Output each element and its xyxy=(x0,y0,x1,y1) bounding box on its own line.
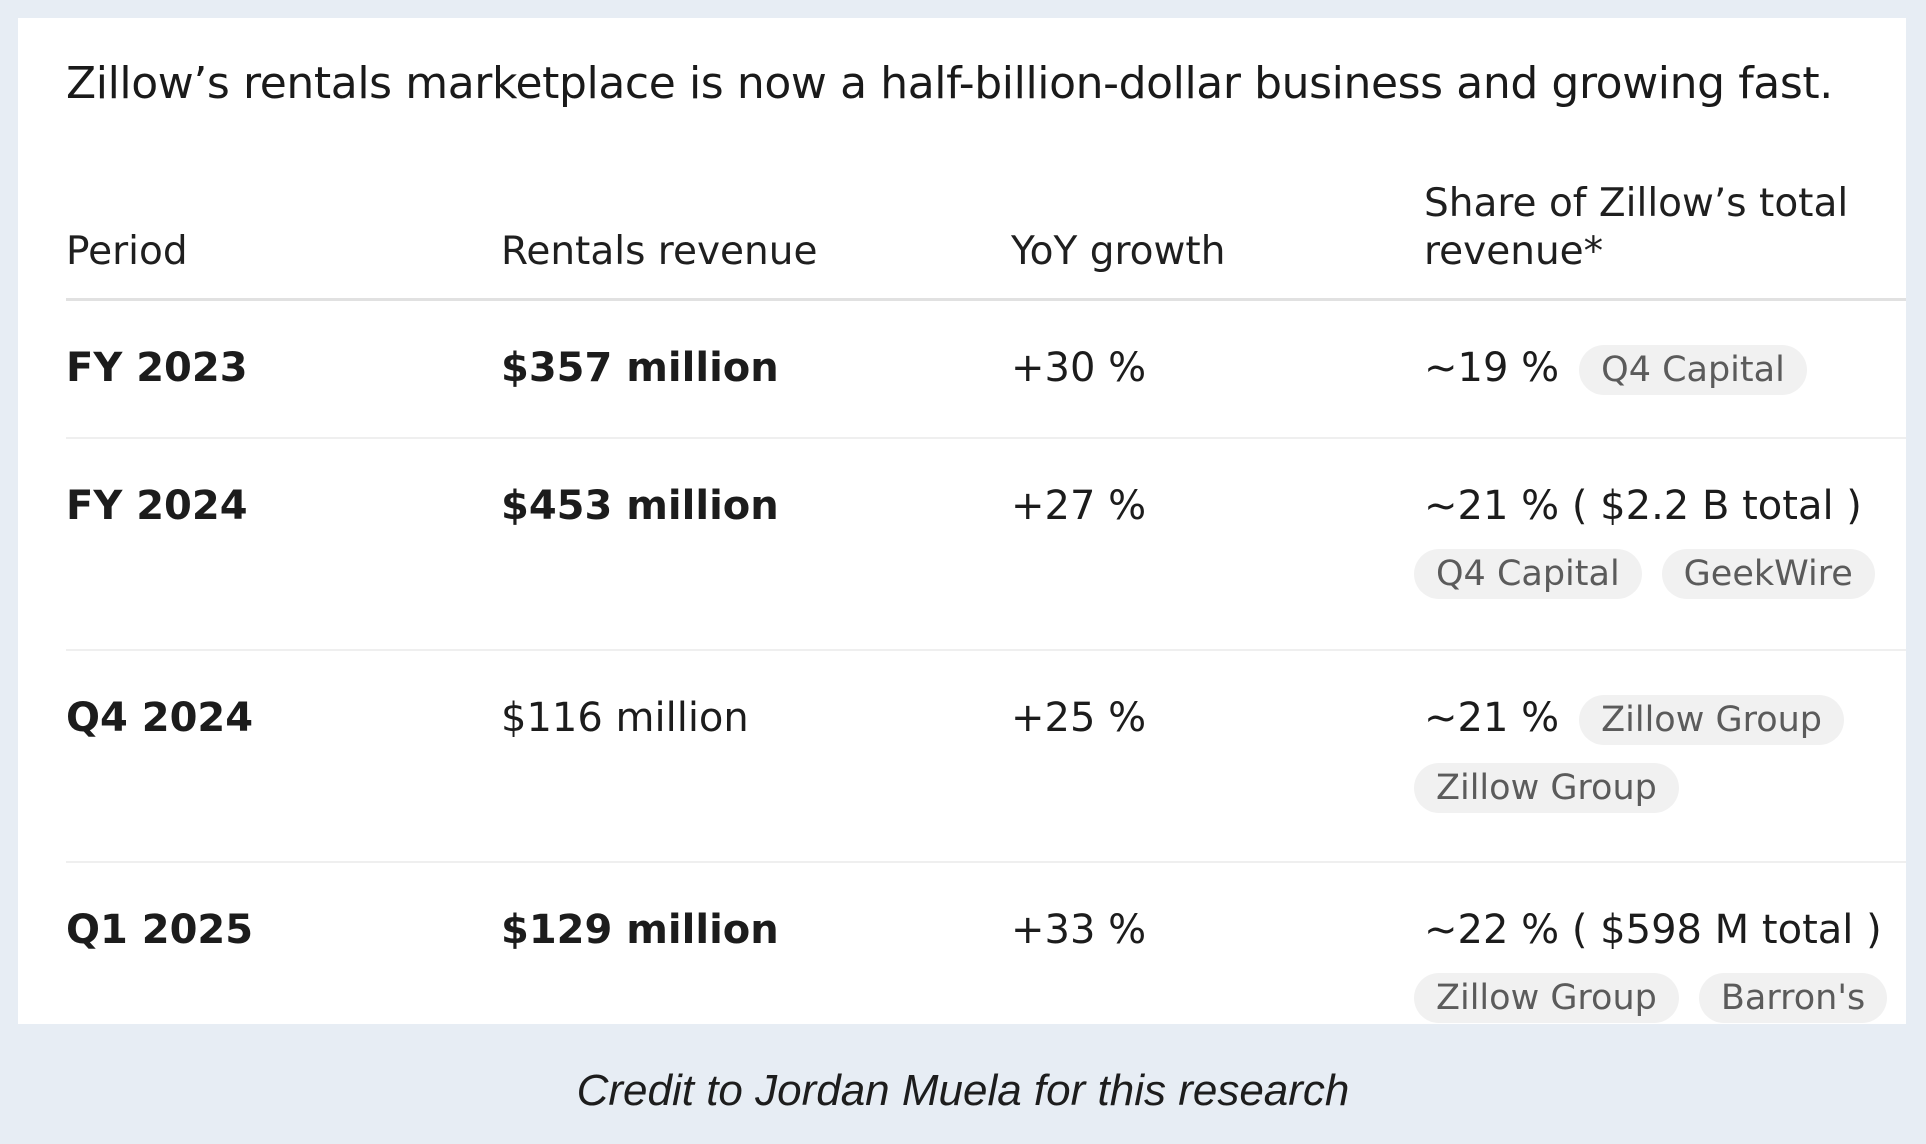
share-cell: ~21 % Zillow Group Zillow Group xyxy=(1414,693,1904,813)
source-tag[interactable]: Q4 Capital xyxy=(1414,549,1642,599)
period-cell: FY 2024 xyxy=(66,483,248,529)
table-row: FY 2023 $357 million +30 % ~19 % Q4 Capital xyxy=(66,301,1906,439)
revenue-cell: $357 million xyxy=(501,345,779,391)
revenue-table: Period Rentals revenue YoY growth Share … xyxy=(66,158,1906,1024)
revenue-cell: $116 million xyxy=(501,695,749,741)
share-cell: ~19 % Q4 Capital xyxy=(1424,343,1904,395)
share-value: ~19 % xyxy=(1424,345,1560,391)
period-cell: Q4 2024 xyxy=(66,695,254,741)
share-value: ~22 % ( $598 M total ) xyxy=(1424,907,1882,953)
table-card: Zillow’s rentals marketplace is now a ha… xyxy=(18,18,1906,1024)
table-body: FY 2023 $357 million +30 % ~19 % Q4 Capital F… xyxy=(66,301,1906,1024)
table-header: Period Rentals revenue YoY growth Share … xyxy=(66,158,1906,301)
share-value: ~21 % xyxy=(1424,695,1560,741)
growth-cell: +33 % xyxy=(1011,907,1147,953)
growth-cell: +27 % xyxy=(1011,483,1147,529)
header-revenue: Rentals revenue xyxy=(501,229,818,274)
source-tag[interactable]: GeekWire xyxy=(1661,549,1875,599)
source-tag[interactable]: Barron's xyxy=(1698,973,1888,1023)
credit-caption: Credit to Jordan Muela for this research xyxy=(576,1066,1350,1115)
table-row: FY 2024 $453 million +27 % ~21 % ( $2.2 B t… xyxy=(66,439,1906,651)
source-tag[interactable]: Zillow Group xyxy=(1414,973,1679,1023)
source-tag[interactable]: Zillow Group xyxy=(1414,763,1679,813)
period-cell: Q1 2025 xyxy=(66,907,254,953)
share-cell: ~22 % ( $598 M total ) Zillow Group Barron… xyxy=(1414,905,1904,1023)
share-value: ~21 % ( $2.2 B total ) xyxy=(1424,483,1862,529)
source-tag[interactable]: Zillow Group xyxy=(1579,695,1845,745)
growth-cell: +30 % xyxy=(1011,345,1147,391)
header-period: Period xyxy=(66,229,188,274)
revenue-cell: $453 million xyxy=(501,483,779,529)
share-cell: ~21 % ( $2.2 B total ) Q4 Capital GeekWire xyxy=(1414,481,1904,599)
header-growth: YoY growth xyxy=(1011,229,1226,274)
revenue-cell: $129 million xyxy=(501,907,779,953)
growth-cell: +25 % xyxy=(1011,695,1147,741)
table-row: Q1 2025 $129 million +33 % ~22 % ( $598 M t… xyxy=(66,863,1906,1024)
header-share: Share of Zillow’s total revenue* xyxy=(1424,181,1849,274)
table-row: Q4 2024 $116 million +25 % ~21 % Zillow Grou… xyxy=(66,651,1906,863)
page-title: Zillow’s rentals marketplace is now a ha… xyxy=(66,58,1833,109)
source-tag[interactable]: Q4 Capital xyxy=(1579,345,1807,395)
period-cell: FY 2023 xyxy=(66,345,248,391)
